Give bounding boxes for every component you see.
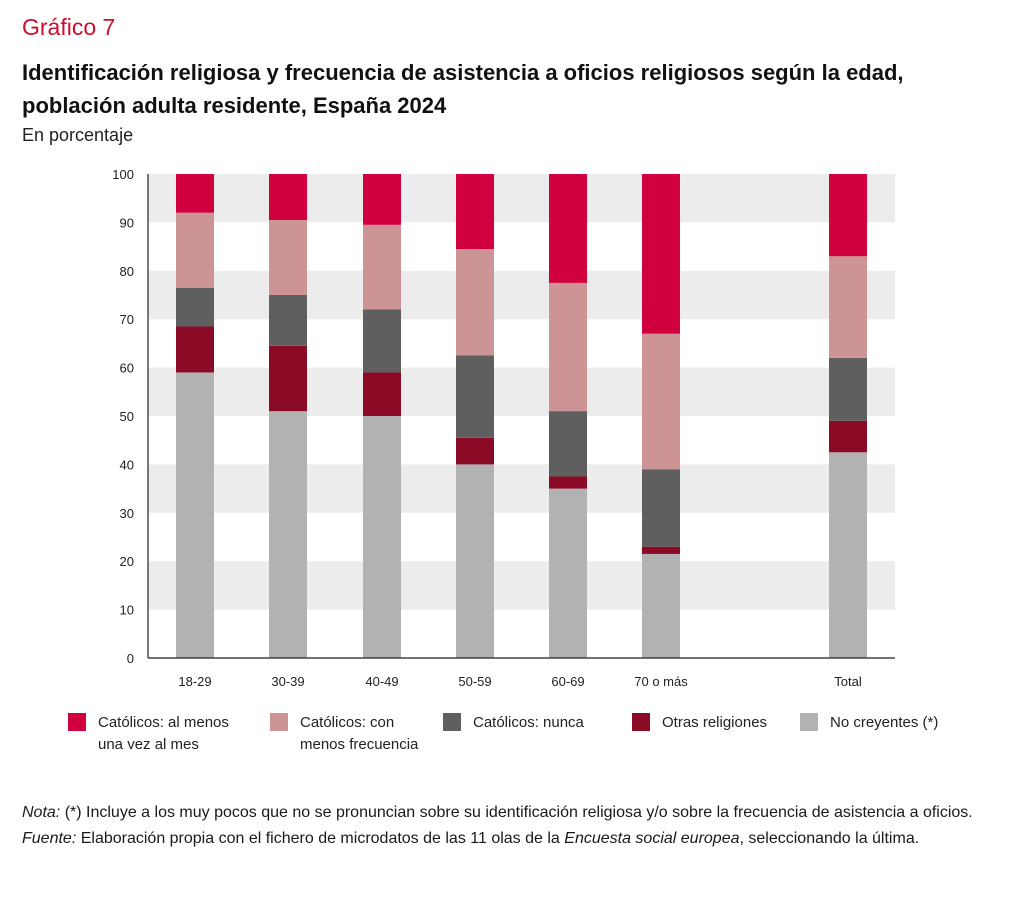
legend-swatch — [68, 713, 86, 731]
bar-segment — [176, 212, 214, 288]
source-label: Fuente: — [22, 830, 77, 847]
legend-item: Otras religiones — [632, 712, 802, 734]
legend-swatch — [800, 713, 818, 731]
chart-subtitle: En porcentaje — [22, 125, 134, 145]
stacked-bar-chart: 0 10 20 30 40 50 60 70 80 90 100 18-29 30-39 40-49 50… — [112, 167, 895, 689]
legend-label: Católicos: nunca — [473, 714, 584, 731]
legend-label: Católicos: con menos frecuencia — [300, 714, 419, 753]
bar-segment — [642, 553, 680, 658]
y-tick-label: 40 — [120, 457, 134, 472]
bar-segment — [269, 174, 307, 220]
legend-swatch — [270, 713, 288, 731]
bar-segment — [456, 249, 494, 356]
source: Fuente: Elaboración propia con el ficher… — [22, 826, 1002, 852]
x-tick-label: 30-39 — [271, 674, 304, 689]
chart-label: Gráfico 7 — [22, 14, 116, 40]
note-label: Nota: — [22, 804, 61, 821]
bar-segment — [549, 282, 587, 412]
y-tick-label: 60 — [120, 361, 134, 376]
bar-segment — [642, 333, 680, 470]
bar-segment — [642, 174, 680, 334]
source-text-end: , seleccionando la última. — [739, 830, 920, 847]
legend-item: Católicos: al menos una vez al mes — [68, 712, 238, 756]
x-tick-label: 70 o más — [634, 674, 688, 689]
bar-segment — [363, 224, 401, 310]
bar-segment — [176, 174, 214, 213]
legend-label: Otras religiones — [662, 714, 768, 731]
x-tick-label: 60-69 — [551, 674, 584, 689]
source-survey: Encuesta social europea — [564, 830, 740, 847]
grid-bands — [148, 174, 895, 610]
bar-segment — [456, 464, 494, 658]
bar-segment — [549, 174, 587, 283]
bar-segment — [176, 287, 214, 327]
bar-segment — [363, 174, 401, 225]
bar-segment — [176, 326, 214, 373]
bar-segment — [549, 488, 587, 658]
y-tick-label: 50 — [120, 409, 134, 424]
note-text: (*) Incluye a los muy pocos que no se pr… — [60, 804, 973, 821]
grid-band — [148, 270, 895, 320]
bar-segment — [456, 355, 494, 438]
source-text: Elaboración propia con el fichero de mic… — [76, 830, 565, 847]
grid-band — [148, 561, 895, 610]
x-tick-label: 40-49 — [365, 674, 398, 689]
grid-band — [148, 174, 895, 223]
bars — [176, 174, 867, 658]
bar-segment — [269, 411, 307, 658]
legend: Católicos: al menos una vez al mes Catól… — [0, 712, 1024, 782]
bar-segment — [269, 345, 307, 412]
y-tick-label: 80 — [120, 264, 134, 279]
bar-segment — [363, 372, 401, 416]
bar-segment — [456, 437, 494, 465]
note: Nota: (*) Incluye a los muy pocos que no… — [22, 800, 1002, 826]
bar-segment — [363, 309, 401, 373]
bar-segment — [829, 357, 867, 421]
bar-segment — [269, 219, 307, 295]
bar-segment — [363, 416, 401, 658]
bar-segment — [549, 476, 587, 489]
bar-segment — [456, 174, 494, 250]
bar-segment — [829, 420, 867, 453]
legend-label: No creyentes (*) — [830, 714, 939, 731]
y-tick-label: 90 — [120, 215, 134, 230]
x-axis-ticks: 18-29 30-39 40-49 50-59 60-69 70 o más Total — [178, 674, 861, 689]
y-tick-label: 70 — [120, 312, 134, 327]
y-tick-label: 10 — [120, 603, 134, 618]
y-tick-label: 20 — [120, 554, 134, 569]
legend-swatch — [632, 713, 650, 731]
x-tick-label: Total — [834, 674, 862, 689]
y-axis-ticks: 0 10 20 30 40 50 60 70 80 90 100 — [112, 167, 134, 666]
notes: Nota: (*) Incluye a los muy pocos que no… — [22, 800, 1002, 852]
legend-item: No creyentes (*) — [800, 712, 980, 734]
grid-band — [148, 367, 895, 416]
y-tick-label: 30 — [120, 506, 134, 521]
bar-segment — [642, 546, 680, 554]
legend-item: Católicos: nunca — [443, 712, 623, 734]
y-tick-label: 100 — [112, 167, 134, 182]
bar-segment — [269, 295, 307, 346]
legend-item: Católicos: con menos frecuencia — [270, 712, 440, 756]
bar-segment — [829, 256, 867, 358]
legend-label: Católicos: al menos una vez al mes — [98, 714, 229, 753]
chart-title: Identificación religiosa y frecuencia de… — [22, 60, 904, 118]
bar-segment — [176, 372, 214, 658]
y-tick-label: 0 — [127, 651, 134, 666]
legend-swatch — [443, 713, 461, 731]
x-tick-label: 50-59 — [458, 674, 491, 689]
grid-band — [148, 464, 895, 513]
x-tick-label: 18-29 — [178, 674, 211, 689]
bar-segment — [829, 174, 867, 257]
bar-segment — [829, 452, 867, 658]
bar-segment — [642, 469, 680, 547]
bar-segment — [549, 411, 587, 477]
